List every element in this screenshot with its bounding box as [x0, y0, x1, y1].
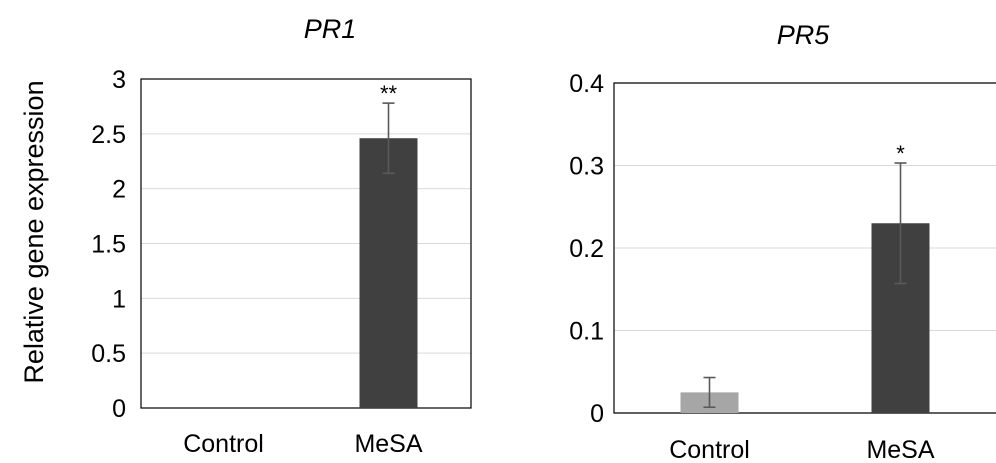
chart-pr5: PR5 0 0.1 0.2 0.3 0.4 Control * MeSA	[569, 20, 996, 463]
y-tick-label: 1.5	[91, 231, 126, 259]
x-category-label: MeSA	[354, 430, 422, 458]
significance-marker: *	[896, 141, 905, 166]
plot-frame	[613, 82, 996, 414]
x-category-label: Control	[669, 436, 750, 463]
y-tick-label: 0.1	[569, 318, 604, 346]
y-tick-label: 0.3	[569, 153, 604, 181]
y-tick-label: 0.4	[569, 70, 604, 98]
x-category-label: MeSA	[866, 436, 934, 463]
plot-frame	[140, 78, 472, 409]
y-tick-label: 2	[112, 176, 126, 204]
y-tick-label: 1	[112, 285, 126, 313]
chart-pr1: PR1 0 0.5 1 1.5 2 2.5 3 Control ** MeSA	[91, 14, 472, 458]
chart-title-pr1: PR1	[304, 14, 357, 44]
y-tick-label: 3	[112, 66, 126, 94]
x-category-label: Control	[183, 430, 264, 458]
y-axis-label: Relative gene expression	[19, 80, 49, 383]
y-tick-label: 0	[112, 395, 126, 423]
bar-pr1-mesa	[359, 138, 418, 408]
y-tick-label: 0.2	[569, 235, 604, 263]
y-tick-label: 0	[590, 400, 604, 428]
significance-marker: **	[380, 81, 398, 106]
chart-title-pr5: PR5	[777, 20, 831, 50]
y-tick-label: 2.5	[91, 121, 126, 149]
y-tick-label: 0.5	[91, 340, 126, 368]
